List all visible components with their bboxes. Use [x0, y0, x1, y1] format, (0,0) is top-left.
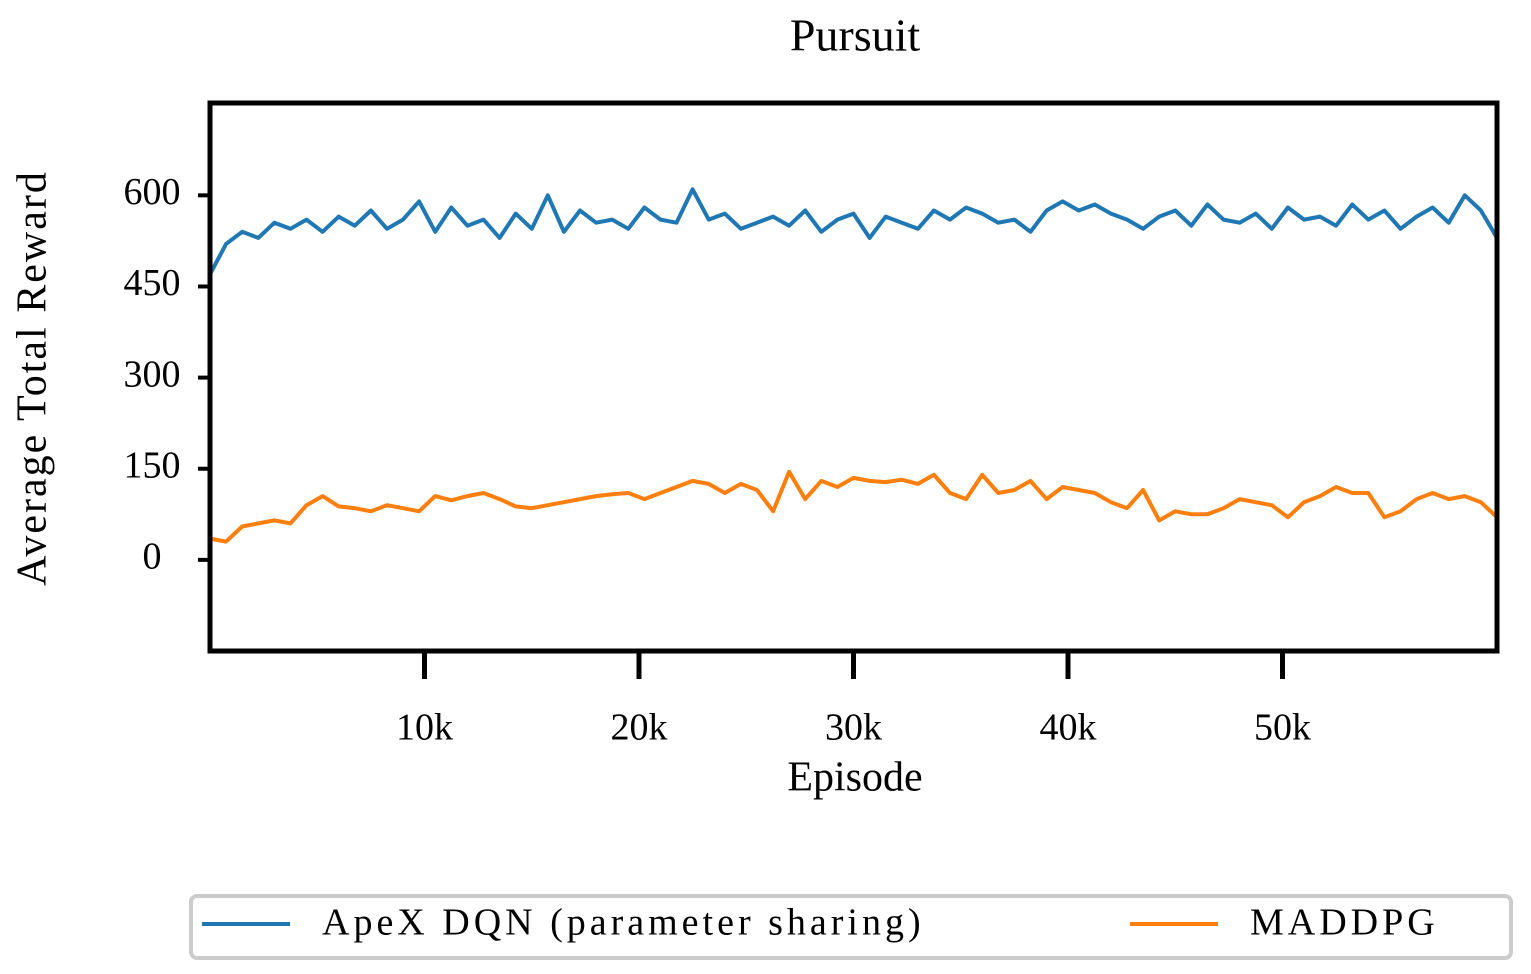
x-tick-label: 30k: [825, 707, 882, 749]
x-tick-label: 40k: [1040, 707, 1097, 749]
x-axis-label: Episode: [787, 755, 922, 801]
line-series: [209, 469, 1499, 544]
x-tick-label: 10k: [396, 707, 453, 749]
y-tick-label: 0: [143, 536, 162, 578]
y-tick-label: 450: [124, 262, 181, 304]
y-tick-label: 300: [124, 353, 181, 395]
x-tick-label: 20k: [611, 707, 668, 749]
plot-frame: [207, 100, 1500, 654]
legend-label: MADDPG: [1250, 902, 1439, 944]
y-tick-label: 150: [124, 444, 181, 486]
legend-label: ApeX DQN (parameter sharing): [322, 902, 925, 944]
y-axis-label: Average Total Reward: [10, 170, 56, 586]
line-series: [208, 187, 1499, 276]
chart-title: Pursuit: [790, 10, 921, 61]
y-tick-label: 600: [124, 171, 181, 213]
x-tick-label: 50k: [1254, 707, 1311, 749]
legend-box: [189, 894, 1513, 960]
